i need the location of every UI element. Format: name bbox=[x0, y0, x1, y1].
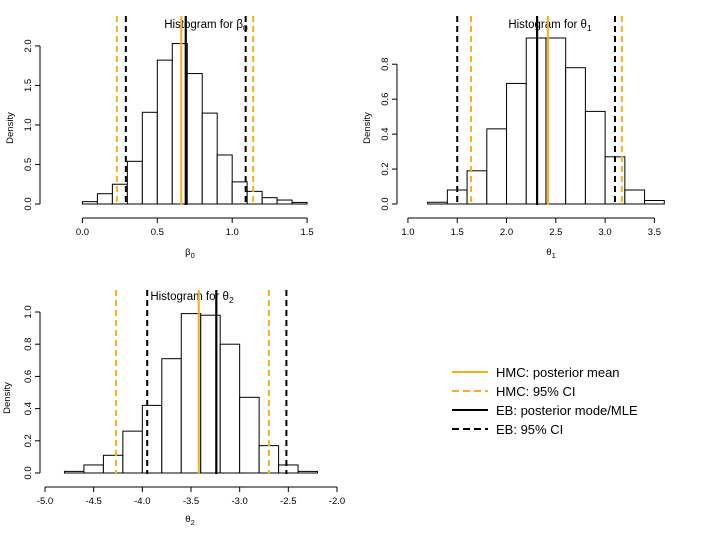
y-tick-label: 0.4 bbox=[23, 402, 34, 415]
histogram-bar bbox=[644, 200, 665, 205]
x-tick-label: 1.0 bbox=[226, 227, 239, 238]
y-tick-label: 0.2 bbox=[23, 434, 34, 447]
histogram-bar bbox=[141, 111, 158, 205]
histogram-bar bbox=[102, 454, 124, 474]
y-axis-theta2: 0.0 0.2 0.4 0.6 0.8 1.0 bbox=[23, 305, 41, 480]
legend-label-hmc-mean: HMC: posterior mean bbox=[496, 365, 620, 380]
reference-lines-theta2 bbox=[115, 290, 288, 474]
bars-beta0 bbox=[81, 43, 308, 205]
legend-entry-eb-ci: EB: 95% CI bbox=[452, 422, 563, 437]
y-axis-label-beta0: Density bbox=[5, 112, 16, 144]
histogram-bar bbox=[161, 358, 182, 474]
reference-lines-theta1 bbox=[456, 16, 623, 205]
reference-lines-beta0 bbox=[115, 16, 255, 205]
x-axis-theta2: -5.0 -4.5 -4.0 -3.5 -3.0 -2.5 -2.0 bbox=[37, 486, 345, 507]
histogram-bar bbox=[239, 396, 260, 474]
histogram-bar bbox=[201, 112, 218, 205]
x-tick-label: -3.5 bbox=[183, 496, 199, 507]
histogram-bar bbox=[297, 470, 319, 474]
histogram-bar bbox=[506, 82, 527, 205]
legend-entry-hmc-ci: HMC: 95% CI bbox=[452, 384, 575, 399]
histogram-bar bbox=[216, 154, 233, 205]
x-tick-label: 3.0 bbox=[599, 227, 612, 238]
legend-label-eb-mode: EB: posterior mode/MLE bbox=[496, 403, 638, 418]
histogram-bar bbox=[156, 59, 173, 205]
histogram-bar bbox=[486, 128, 508, 205]
x-tick-label: -2.0 bbox=[329, 496, 345, 507]
y-axis-beta0: 0.0 0.5 1.0 1.5 2.0 bbox=[23, 39, 41, 211]
histogram-bar bbox=[246, 190, 263, 205]
x-axis-label-theta1: θ1 bbox=[546, 247, 555, 260]
legend-entry-hmc-mean: HMC: posterior mean bbox=[452, 365, 620, 380]
x-tick-label: 1.5 bbox=[300, 227, 313, 238]
y-tick-label: 1.0 bbox=[23, 305, 34, 318]
y-axis-label-theta2: Density bbox=[2, 382, 13, 414]
y-tick-label: 0.0 bbox=[380, 197, 391, 210]
bars-theta1 bbox=[427, 37, 665, 205]
y-tick-label: 0.2 bbox=[380, 162, 391, 175]
x-axis-beta0: 0.0 0.5 1.0 1.5 bbox=[76, 217, 314, 238]
histogram-bar bbox=[278, 464, 299, 474]
x-axis-label-beta0: β0 bbox=[185, 247, 195, 260]
legend-label-hmc-ci: HMC: 95% CI bbox=[496, 384, 575, 399]
bars-theta2 bbox=[63, 313, 319, 474]
histogram-bar bbox=[126, 160, 143, 205]
x-tick-label: -2.5 bbox=[280, 496, 296, 507]
histogram-bar bbox=[83, 464, 104, 474]
histogram-bar bbox=[427, 201, 448, 205]
x-tick-label: 0.0 bbox=[76, 227, 89, 238]
x-tick-label: 2.0 bbox=[500, 227, 513, 238]
x-tick-label: 3.5 bbox=[648, 227, 661, 238]
y-tick-label: 2.0 bbox=[23, 39, 34, 52]
y-tick-label: 0.6 bbox=[23, 370, 34, 383]
y-axis-label-theta1: Density bbox=[362, 112, 373, 144]
panel-title-theta2: Histogram for θ2 bbox=[150, 291, 234, 305]
histogram-panel-beta0: Histogram for β0 0.0 0.5 1.0 1.5 0.0 0.5 1.0 1… bbox=[5, 16, 314, 260]
histogram-bar bbox=[81, 201, 98, 205]
x-axis-label-theta2: θ2 bbox=[185, 514, 194, 527]
x-tick-label: 0.5 bbox=[151, 227, 164, 238]
histogram-bar bbox=[258, 445, 280, 474]
y-tick-label: 0.4 bbox=[380, 127, 391, 140]
y-tick-label: 1.5 bbox=[23, 79, 34, 92]
histogram-bar bbox=[584, 110, 606, 205]
x-tick-label: -5.0 bbox=[37, 496, 53, 507]
histogram-bar bbox=[96, 193, 113, 205]
histogram-bar bbox=[63, 470, 85, 474]
legend-label-eb-ci: EB: 95% CI bbox=[496, 422, 563, 437]
x-axis-theta1: 1.0 1.5 2.0 2.5 3.0 3.5 bbox=[401, 217, 661, 238]
histogram-bar bbox=[141, 404, 163, 474]
y-tick-label: 0.0 bbox=[23, 466, 34, 479]
legend-entry-eb-mode: EB: posterior mode/MLE bbox=[452, 403, 638, 418]
histogram-bar bbox=[291, 201, 308, 205]
histogram-panel-theta1: Histogram for θ1 1.0 1.5 2.0 2.5 3.0 3.5 0.00… bbox=[362, 16, 665, 260]
histogram-bar bbox=[565, 67, 586, 205]
y-tick-label: 0.8 bbox=[23, 338, 34, 351]
x-tick-label: 2.5 bbox=[549, 227, 562, 238]
y-tick-label: 1.0 bbox=[23, 118, 34, 131]
panel-title-theta1: Histogram for θ1 bbox=[508, 19, 592, 33]
histogram-panel-theta2: Histogram for θ2 -5.0 -4.5 -4.0 -3.5 -3.0 -2.… bbox=[2, 290, 345, 527]
histogram-bar bbox=[261, 197, 278, 205]
histogram-bar bbox=[276, 199, 293, 205]
y-tick-label: 0.5 bbox=[23, 158, 34, 171]
x-tick-label: -4.0 bbox=[134, 496, 150, 507]
legend: HMC: posterior mean HMC: 95% CI EB: post… bbox=[452, 365, 638, 437]
x-tick-label: 1.0 bbox=[401, 227, 414, 238]
x-tick-label: -4.5 bbox=[85, 496, 101, 507]
y-tick-label: 0.0 bbox=[23, 197, 34, 210]
x-tick-label: -3.0 bbox=[231, 496, 247, 507]
histogram-bar bbox=[219, 343, 241, 474]
y-tick-label: 0.6 bbox=[380, 93, 391, 106]
y-axis-theta1: 0.0 0.2 0.4 0.6 0.8 bbox=[380, 58, 398, 211]
histogram-bar bbox=[624, 189, 646, 205]
histogram-bar bbox=[122, 430, 143, 474]
histogram-bar bbox=[186, 73, 203, 205]
panel-title-beta0: Histogram for β0 bbox=[164, 19, 248, 33]
x-tick-label: 1.5 bbox=[451, 227, 464, 238]
y-tick-label: 0.8 bbox=[380, 58, 391, 71]
